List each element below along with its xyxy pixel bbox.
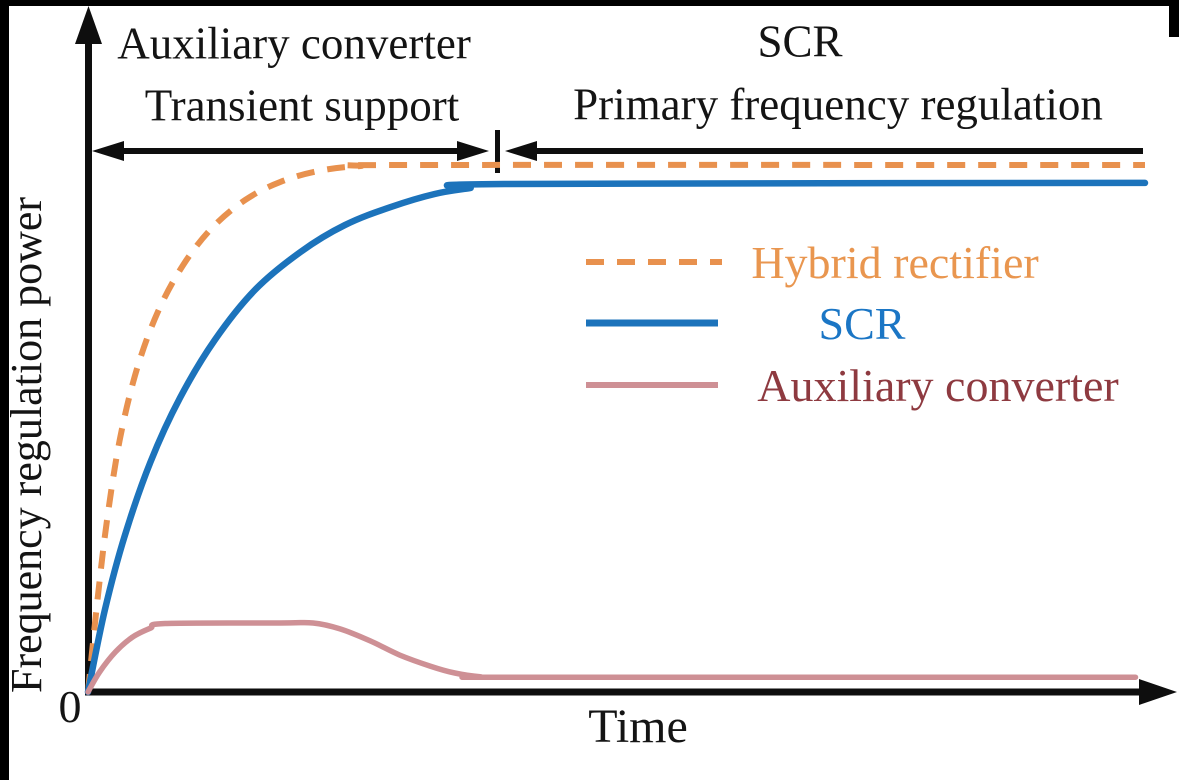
- arrowhead-right-icon: [457, 141, 489, 161]
- phase-left-title-line1: Auxiliary converter: [117, 18, 471, 69]
- arrowhead-left-icon: [505, 141, 537, 161]
- phase-arrow-left: [92, 141, 489, 161]
- x-axis: [85, 679, 1177, 705]
- phase-right-title-line2: Primary frequency regulation: [573, 79, 1103, 130]
- legend-label-scr: SCR: [818, 298, 906, 349]
- y-axis-label: Frequency regulation power: [2, 196, 51, 694]
- phase-arrow-right: [505, 141, 1143, 161]
- frame-border-top: [0, 0, 1179, 6]
- y-axis: [75, 6, 102, 692]
- origin-tick-label: 0: [58, 681, 82, 732]
- curve-scr: [84, 179, 1149, 696]
- curve-hybrid-rectifier: [85, 161, 1146, 693]
- x-axis-arrowhead-icon: [1139, 679, 1177, 705]
- curve-auxiliary-converter: [85, 619, 1139, 695]
- phase-left-title-line2: Transient support: [144, 80, 460, 131]
- arrowhead-left-icon: [92, 141, 124, 161]
- frame-border-right: [1169, 0, 1179, 37]
- legend-label-hybrid-rectifier: Hybrid rectifier: [751, 237, 1039, 288]
- phase-right-title-line1: SCR: [757, 16, 843, 67]
- y-axis-arrowhead-icon: [75, 6, 102, 44]
- legend-label-auxiliary-converter: Auxiliary converter: [757, 360, 1119, 411]
- x-axis-label: Time: [588, 700, 688, 753]
- frame-border-left: [0, 0, 9, 780]
